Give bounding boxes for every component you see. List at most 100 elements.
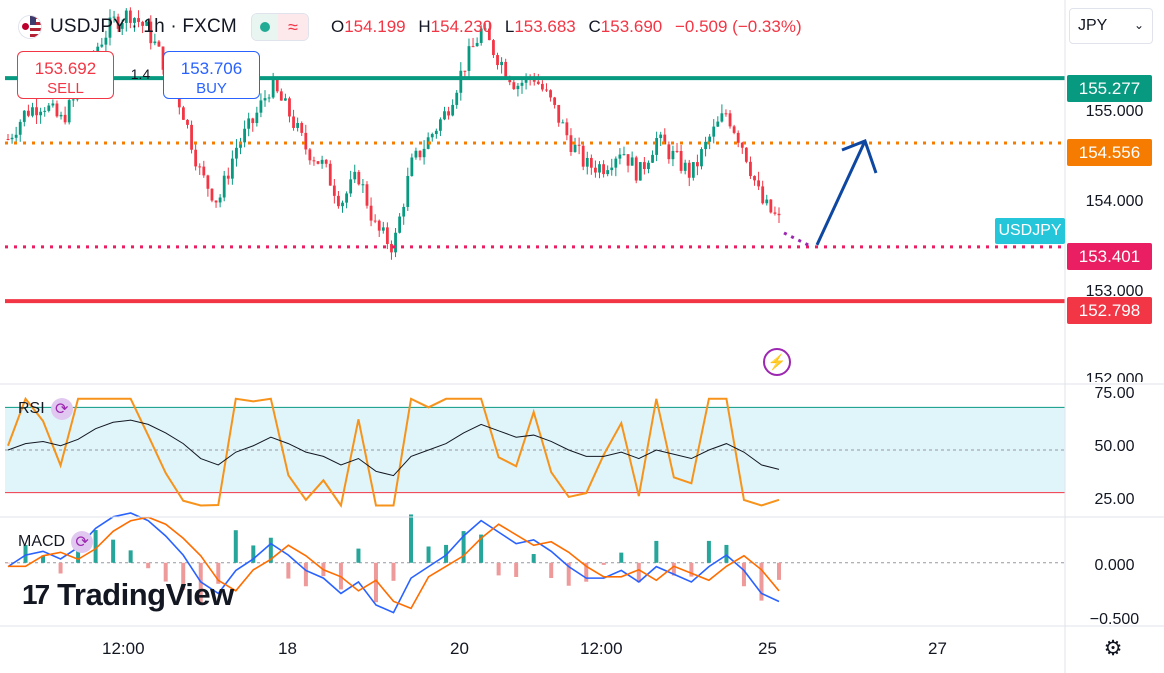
candle-body xyxy=(598,164,601,173)
tradingview-logo[interactable]: 17 TradingView xyxy=(22,575,234,615)
candle-body xyxy=(288,98,291,117)
candle-body xyxy=(275,78,279,92)
sell-button[interactable]: 153.692 SELL xyxy=(17,51,114,99)
candle-body xyxy=(341,202,344,207)
candle-body xyxy=(320,159,324,164)
candle-body xyxy=(749,161,752,177)
candle-body xyxy=(512,82,516,90)
candle-body xyxy=(545,89,548,91)
candle-body xyxy=(120,22,124,29)
macd-histogram-bar xyxy=(111,539,116,563)
candle-body xyxy=(308,149,312,161)
macd-histogram-bar xyxy=(251,545,256,563)
candle-body xyxy=(116,16,120,29)
x-tick: 12:00 xyxy=(580,639,623,658)
candle-body xyxy=(663,134,667,145)
candle-body xyxy=(373,220,377,222)
candle-body xyxy=(47,105,51,111)
candle-body xyxy=(589,157,593,168)
candle-body xyxy=(553,97,557,105)
market-status-toggle[interactable]: ≈ xyxy=(250,13,309,41)
candle-body xyxy=(141,21,145,26)
lightning-icon[interactable]: ⚡ xyxy=(763,348,791,376)
ohlc-readout: O154.199 H154.230 L153.683 C153.690 −0.5… xyxy=(331,17,802,37)
rsi-legend[interactable]: RSI ⟳ xyxy=(18,398,73,420)
candle-body xyxy=(744,147,748,162)
macd-histogram-bar xyxy=(303,562,308,587)
candle-body xyxy=(55,103,59,117)
price-label-155277[interactable]: 155.277 xyxy=(1067,75,1152,102)
rsi-line xyxy=(7,396,780,508)
price-label-152798[interactable]: 152.798 xyxy=(1067,297,1152,324)
tv-logo-icon: 17 xyxy=(22,579,50,610)
candle-body xyxy=(634,157,638,181)
symbol-title[interactable]: USDJPY · 1h · FXCM xyxy=(50,16,237,37)
candle-body xyxy=(602,164,605,175)
macd-histogram-bar xyxy=(181,562,186,590)
rsi-ma-line xyxy=(7,419,780,477)
candle-body xyxy=(406,175,410,207)
candle-body xyxy=(104,37,108,45)
candle-body xyxy=(222,175,226,198)
y-tick: 155.000 xyxy=(1085,103,1144,120)
candle-body xyxy=(337,195,340,207)
macd-histogram-bar xyxy=(268,537,273,563)
macd-histogram-bar xyxy=(689,562,694,577)
candle-body xyxy=(251,118,255,124)
macd-histogram-bar xyxy=(163,562,168,582)
refresh-icon[interactable]: ⟳ xyxy=(50,398,73,420)
macd-histogram-bar xyxy=(391,562,396,581)
candle-body xyxy=(210,188,214,201)
buy-button[interactable]: 153.706 BUY xyxy=(163,51,260,99)
candle-body xyxy=(520,82,524,86)
candle-body xyxy=(214,200,218,203)
candle-body xyxy=(720,113,724,122)
refresh-icon[interactable]: ⟳ xyxy=(71,531,94,553)
candle-body xyxy=(773,212,777,214)
macd-histogram-bar xyxy=(566,562,571,586)
candle-body xyxy=(43,110,47,112)
candle-body xyxy=(235,147,238,159)
price-label-153401[interactable]: 153.401 xyxy=(1067,243,1152,270)
candle-body xyxy=(194,149,198,167)
macd-histogram-bar xyxy=(41,555,46,563)
candle-body xyxy=(259,100,263,113)
candle-body xyxy=(483,28,487,30)
macd-histogram-bar xyxy=(479,534,484,563)
candle-body xyxy=(647,162,650,169)
candle-body xyxy=(157,41,161,47)
candle-body xyxy=(622,154,626,156)
macd-histogram-bar xyxy=(216,562,221,584)
candle-body xyxy=(540,83,544,90)
settings-gear-icon[interactable]: ⚙ xyxy=(1103,636,1123,660)
candle-body xyxy=(381,227,385,231)
candle-body xyxy=(630,157,634,166)
candle-body xyxy=(573,144,577,152)
candle-body xyxy=(479,28,483,43)
candle-body xyxy=(243,128,247,143)
candle-body xyxy=(561,122,565,124)
candle-body xyxy=(345,193,348,203)
candle-body xyxy=(398,216,402,233)
currency-select[interactable]: JPY ⌄ xyxy=(1069,8,1153,44)
macd-histogram-bar xyxy=(777,562,781,580)
macd-histogram-bar xyxy=(584,562,589,582)
candle-body xyxy=(67,100,71,123)
macd-histogram-bar xyxy=(759,562,764,601)
candle-body xyxy=(177,91,181,108)
buy-label: BUY xyxy=(196,80,227,97)
high-value: 154.230 xyxy=(430,17,493,36)
candle-body xyxy=(471,46,475,48)
macd-legend[interactable]: MACD ⟳ xyxy=(18,531,94,553)
candle-body xyxy=(402,206,406,217)
macd-histogram-bar xyxy=(198,562,203,605)
candle-body xyxy=(753,176,756,181)
candle-body xyxy=(182,107,185,120)
candle-body xyxy=(108,17,112,38)
candle-body xyxy=(769,199,773,213)
close-key: C xyxy=(588,17,601,36)
macd-histogram-bar xyxy=(496,562,501,576)
price-label-154556[interactable]: 154.556 xyxy=(1067,139,1152,166)
